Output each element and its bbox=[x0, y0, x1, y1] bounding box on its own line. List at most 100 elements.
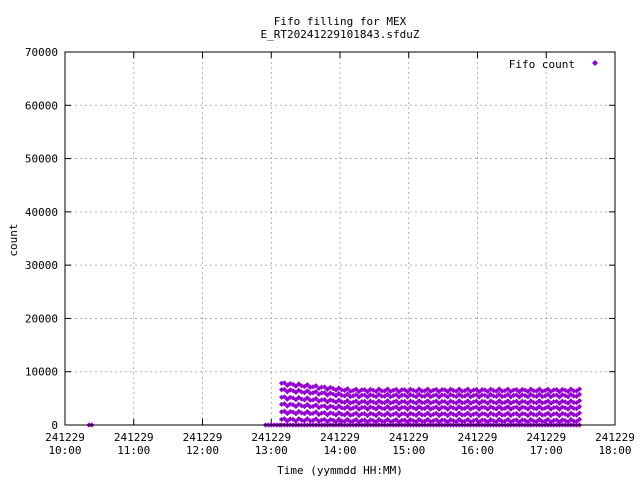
data-point bbox=[344, 403, 351, 410]
data-point bbox=[565, 419, 571, 425]
data-point bbox=[465, 386, 471, 392]
data-point bbox=[490, 418, 497, 424]
data-point bbox=[316, 398, 322, 404]
x-tick-label-date: 241229 bbox=[45, 431, 85, 444]
data-point bbox=[465, 391, 471, 398]
data-point bbox=[565, 388, 571, 395]
data-point bbox=[422, 388, 428, 394]
data-point bbox=[571, 393, 577, 399]
data-point bbox=[313, 383, 319, 389]
data-point bbox=[319, 397, 325, 403]
data-point bbox=[574, 400, 580, 406]
data-point bbox=[548, 419, 554, 425]
data-point bbox=[462, 412, 468, 418]
data-point bbox=[362, 417, 368, 423]
data-point bbox=[353, 391, 359, 398]
data-point bbox=[490, 405, 497, 411]
data-point bbox=[574, 388, 580, 394]
data-point bbox=[399, 387, 405, 393]
data-point bbox=[436, 406, 442, 412]
data-point bbox=[545, 398, 551, 404]
data-point bbox=[447, 398, 454, 404]
data-point bbox=[350, 405, 356, 411]
x-tick-label-time: 11:00 bbox=[117, 444, 150, 457]
x-axis-label: Time (yymmdd HH:MM) bbox=[277, 464, 403, 477]
data-point bbox=[430, 411, 436, 417]
x-tick-label-date: 241229 bbox=[389, 431, 429, 444]
data-point bbox=[539, 418, 545, 425]
x-tick-label-date: 241229 bbox=[526, 431, 566, 444]
data-point bbox=[313, 416, 319, 422]
data-point bbox=[336, 410, 342, 416]
data-point bbox=[548, 400, 554, 406]
data-point bbox=[516, 394, 522, 400]
data-point bbox=[485, 394, 491, 400]
data-point bbox=[556, 413, 563, 419]
data-point bbox=[402, 404, 408, 410]
data-point bbox=[574, 412, 580, 418]
data-point bbox=[290, 381, 296, 387]
data-point bbox=[473, 410, 479, 416]
data-point bbox=[545, 391, 551, 398]
data-point bbox=[539, 400, 545, 406]
data-point bbox=[393, 392, 399, 398]
data-point bbox=[376, 410, 382, 416]
legend-marker bbox=[592, 60, 598, 66]
data-point bbox=[307, 390, 313, 396]
data-point bbox=[528, 391, 534, 398]
data-point bbox=[536, 386, 542, 392]
data-point bbox=[396, 406, 402, 412]
data-point bbox=[533, 400, 540, 406]
data-point bbox=[525, 394, 531, 400]
data-point bbox=[574, 418, 580, 425]
data-point bbox=[310, 403, 316, 409]
data-point bbox=[562, 417, 568, 424]
data-point bbox=[456, 391, 462, 397]
x-tick-label-time: 18:00 bbox=[598, 444, 631, 457]
x-tick-label-time: 17:00 bbox=[530, 444, 563, 457]
data-point bbox=[362, 392, 368, 398]
data-point bbox=[353, 386, 359, 392]
data-point bbox=[459, 406, 465, 412]
data-point bbox=[525, 406, 531, 412]
data-point bbox=[387, 394, 394, 400]
data-point bbox=[485, 388, 491, 395]
data-point bbox=[453, 419, 459, 425]
data-point bbox=[556, 419, 563, 425]
data-point bbox=[399, 398, 405, 405]
data-point bbox=[281, 394, 288, 400]
data-point bbox=[556, 394, 563, 400]
data-point bbox=[533, 412, 540, 418]
data-point bbox=[413, 388, 419, 394]
data-point bbox=[545, 386, 551, 392]
data-point bbox=[359, 399, 365, 405]
data-point bbox=[565, 400, 571, 406]
data-point bbox=[399, 411, 405, 417]
data-point bbox=[290, 388, 296, 394]
data-point bbox=[376, 391, 382, 398]
data-point bbox=[379, 388, 385, 394]
data-point bbox=[496, 391, 502, 397]
data-point bbox=[353, 410, 359, 416]
data-point bbox=[425, 404, 431, 410]
x-tick-label-date: 241229 bbox=[320, 431, 360, 444]
data-point bbox=[413, 419, 419, 425]
data-point bbox=[344, 391, 351, 397]
data-point bbox=[533, 388, 540, 394]
x-tick-label-time: 13:00 bbox=[255, 444, 288, 457]
data-point bbox=[425, 386, 431, 392]
data-point bbox=[456, 386, 462, 392]
data-point bbox=[545, 410, 551, 416]
data-point bbox=[281, 386, 288, 392]
data-point bbox=[353, 404, 359, 410]
data-point bbox=[410, 399, 416, 405]
data-point bbox=[310, 410, 316, 417]
y-tick-label: 30000 bbox=[25, 259, 58, 272]
data-point bbox=[281, 401, 288, 407]
data-point bbox=[307, 418, 313, 424]
data-point bbox=[402, 392, 408, 398]
data-point bbox=[522, 411, 528, 417]
data-point bbox=[439, 411, 445, 417]
data-point bbox=[559, 398, 565, 404]
